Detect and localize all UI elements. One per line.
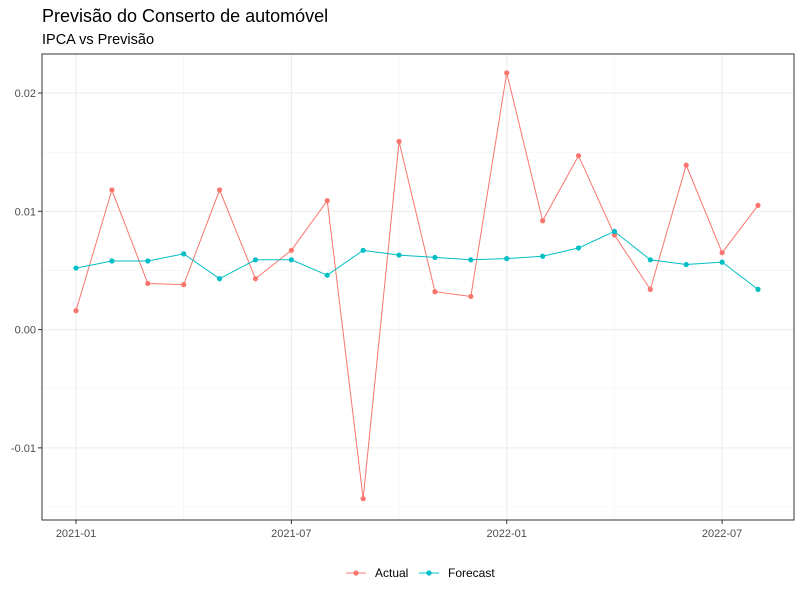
data-point-forecast bbox=[575, 245, 582, 251]
data-point-actual bbox=[432, 289, 438, 295]
data-point-actual bbox=[504, 70, 510, 76]
data-point-forecast bbox=[504, 256, 510, 262]
grid-major bbox=[42, 54, 794, 520]
data-point-forecast bbox=[755, 286, 761, 292]
x-tick-label: 2021-01 bbox=[56, 528, 96, 540]
data-point-actual bbox=[216, 187, 223, 193]
data-point-actual bbox=[540, 218, 546, 224]
data-point-actual bbox=[145, 280, 151, 287]
data-point-forecast bbox=[360, 247, 366, 253]
y-axis: -0.01 0.00 0.01 0.02 bbox=[11, 88, 42, 455]
data-point-forecast bbox=[109, 258, 115, 264]
data-point-actual bbox=[109, 187, 115, 193]
data-point-forecast bbox=[647, 257, 653, 263]
data-point-forecast bbox=[324, 272, 330, 278]
data-point-forecast bbox=[73, 265, 79, 271]
grid-minor bbox=[42, 54, 794, 520]
data-point-actual bbox=[360, 496, 366, 502]
data-point-forecast bbox=[683, 261, 689, 268]
x-tick-label: 2022-01 bbox=[487, 528, 527, 540]
y-tick-label: 0.02 bbox=[15, 88, 36, 100]
data-point-actual bbox=[181, 282, 187, 288]
legend-label-actual: Actual bbox=[375, 566, 408, 580]
y-tick-label: 0.01 bbox=[15, 206, 36, 218]
data-point-forecast bbox=[396, 252, 402, 258]
x-axis: 2021-01 2021-07 2022-01 2022-07 bbox=[56, 520, 742, 540]
legend-label-forecast: Forecast bbox=[448, 566, 495, 580]
data-point-actual bbox=[647, 286, 653, 292]
data-point-actual bbox=[324, 198, 330, 204]
data-point-actual bbox=[252, 276, 259, 282]
data-point-actual bbox=[468, 293, 474, 300]
series-layer bbox=[73, 70, 761, 502]
chart-title: Previsão do Conserto de automóvel bbox=[42, 6, 329, 26]
data-point-forecast bbox=[145, 258, 151, 264]
data-point-forecast bbox=[181, 251, 187, 257]
data-point-forecast bbox=[468, 257, 474, 263]
x-tick-label: 2022-07 bbox=[702, 528, 742, 540]
y-tick-label: 0.00 bbox=[15, 325, 36, 337]
legend: Actual Forecast bbox=[346, 566, 495, 580]
data-point-forecast bbox=[288, 257, 294, 263]
data-point-forecast bbox=[540, 253, 546, 259]
series-line-actual bbox=[75, 72, 759, 499]
legend-key-point-forecast bbox=[426, 570, 432, 576]
data-point-forecast bbox=[216, 276, 223, 282]
panel-border bbox=[41, 53, 795, 521]
legend-key-point-actual bbox=[353, 570, 359, 576]
data-point-forecast bbox=[432, 254, 438, 261]
x-tick-label: 2021-07 bbox=[271, 528, 311, 540]
data-point-actual bbox=[719, 250, 725, 256]
chart-subtitle: IPCA vs Previsão bbox=[42, 32, 155, 48]
y-tick-label: -0.01 bbox=[11, 443, 36, 455]
data-point-forecast bbox=[611, 228, 618, 235]
data-point-actual bbox=[396, 138, 402, 145]
series-line-forecast bbox=[75, 230, 759, 290]
data-point-forecast bbox=[719, 259, 725, 265]
data-point-actual bbox=[755, 202, 761, 208]
data-point-forecast bbox=[252, 257, 259, 263]
data-point-actual bbox=[575, 153, 582, 159]
data-point-actual bbox=[683, 162, 689, 168]
data-point-actual bbox=[73, 308, 79, 314]
data-point-actual bbox=[288, 247, 294, 253]
